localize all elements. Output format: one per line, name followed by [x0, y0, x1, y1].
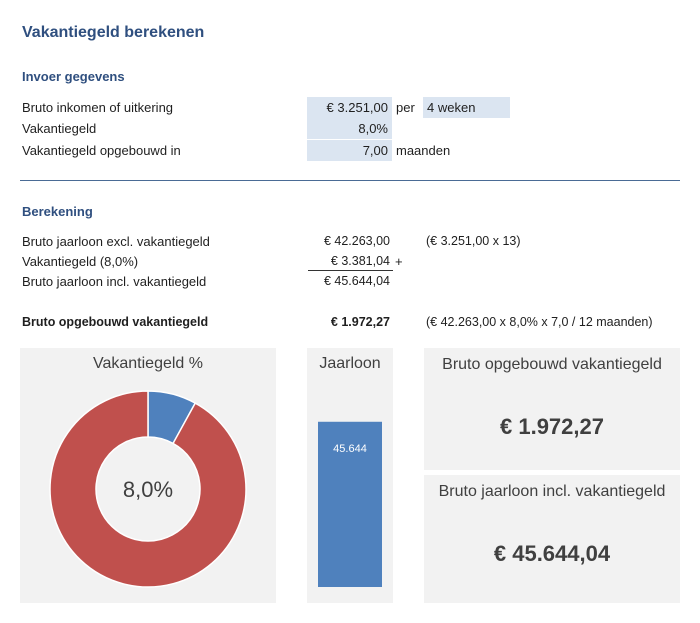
- bar-jaarloon: [318, 421, 382, 587]
- card-jaarloon-title: Bruto jaarloon incl. vakantiegeld: [438, 483, 666, 500]
- donut-chart-panel: Vakantiegeld % 8,0%: [20, 348, 276, 603]
- label-per: per: [396, 100, 415, 115]
- donut-chart-title: Vakantiegeld %: [93, 355, 203, 372]
- input-vakantiegeld-percentage[interactable]: 8,0%: [307, 118, 392, 139]
- berekening-heading: Berekening: [22, 204, 93, 219]
- donut-center-label: 8,0%: [122, 477, 174, 502]
- donut-slice-overig: [49, 390, 247, 588]
- card-jaarloon-value: € 45.644,04: [493, 541, 611, 566]
- card-opgebouwd-value: € 1.972,27: [500, 414, 604, 439]
- note-jaarloon-excl: (€ 3.251,00 x 13): [426, 234, 521, 248]
- input-bruto-inkomen[interactable]: € 3.251,00: [307, 97, 392, 118]
- input-maanden[interactable]: 7,00: [307, 140, 392, 161]
- note-opgebouwd-total: (€ 42.263,00 x 8,0% x 7,0 / 12 maanden): [426, 315, 653, 329]
- card-jaarloon: Bruto jaarloon incl. vakantiegeld € 45.6…: [424, 475, 680, 603]
- label-bruto-inkomen: Bruto inkomen of uitkering: [22, 100, 174, 115]
- label-opgebouwd-total: Bruto opgebouwd vakantiegeld: [22, 315, 209, 329]
- plus-sign: +: [395, 254, 403, 269]
- value-opgebouwd-total: € 1.972,27: [330, 315, 390, 329]
- card-opgebouwd: Bruto opgebouwd vakantiegeld € 1.972,27: [424, 348, 680, 470]
- page-title: Vakantiegeld berekenen: [22, 24, 205, 41]
- label-jaarloon-incl: Bruto jaarloon incl. vakantiegeld: [22, 274, 207, 289]
- sum-line: [308, 270, 393, 271]
- bar-chart: 45.644: [318, 421, 382, 587]
- card-opgebouwd-title: Bruto opgebouwd vakantiegeld: [442, 356, 662, 373]
- label-vakantiegeld-calc: Vakantiegeld (8,0%): [22, 254, 139, 269]
- value-vakantiegeld-calc: € 3.381,04: [330, 254, 390, 268]
- bar-chart-panel: Jaarloon 45.644: [307, 348, 393, 603]
- bar-data-label: 45.644: [333, 443, 367, 455]
- bar-chart-title: Jaarloon: [319, 355, 381, 372]
- label-vakantiegeld: Vakantiegeld: [22, 121, 97, 136]
- label-maanden: maanden: [396, 143, 451, 158]
- select-periode[interactable]: 4 weken: [423, 97, 510, 118]
- label-opgebouwd-in: Vakantiegeld opgebouwd in: [22, 143, 181, 158]
- section-divider: [20, 180, 680, 181]
- invoer-heading: Invoer gegevens: [22, 69, 125, 84]
- label-jaarloon-excl: Bruto jaarloon excl. vakantiegeld: [22, 234, 210, 249]
- value-jaarloon-incl: € 45.644,04: [323, 274, 390, 288]
- donut-chart: [49, 390, 247, 588]
- value-jaarloon-excl: € 42.263,00: [323, 234, 390, 248]
